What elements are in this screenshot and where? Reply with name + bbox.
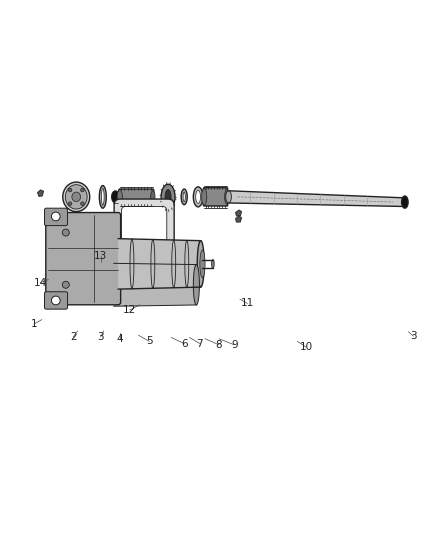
Ellipse shape — [65, 184, 87, 209]
Circle shape — [68, 188, 72, 192]
Ellipse shape — [183, 192, 185, 201]
Polygon shape — [229, 191, 402, 206]
Ellipse shape — [161, 184, 175, 209]
Polygon shape — [236, 210, 242, 216]
FancyBboxPatch shape — [45, 292, 67, 309]
Circle shape — [81, 202, 84, 205]
Circle shape — [51, 296, 60, 305]
Circle shape — [51, 212, 60, 221]
Ellipse shape — [226, 191, 231, 203]
Text: 13: 13 — [94, 251, 107, 261]
Polygon shape — [38, 190, 44, 197]
Ellipse shape — [200, 250, 205, 278]
Circle shape — [81, 188, 84, 192]
Ellipse shape — [196, 190, 201, 204]
Ellipse shape — [165, 189, 171, 204]
Text: 12: 12 — [123, 305, 136, 315]
Text: 3: 3 — [410, 331, 417, 341]
Ellipse shape — [112, 191, 119, 203]
FancyBboxPatch shape — [46, 213, 120, 305]
Text: 2: 2 — [70, 332, 77, 342]
Ellipse shape — [201, 189, 207, 205]
Ellipse shape — [197, 241, 204, 287]
Text: 3: 3 — [97, 332, 104, 342]
FancyBboxPatch shape — [114, 199, 174, 266]
Text: 9: 9 — [231, 340, 237, 350]
Ellipse shape — [102, 189, 104, 205]
Ellipse shape — [193, 187, 203, 207]
Text: 10: 10 — [300, 342, 313, 352]
Text: 4: 4 — [117, 334, 123, 344]
FancyBboxPatch shape — [119, 189, 154, 205]
Ellipse shape — [99, 185, 106, 208]
Circle shape — [62, 281, 69, 288]
Text: 7: 7 — [197, 338, 203, 349]
Ellipse shape — [181, 189, 187, 205]
Ellipse shape — [151, 191, 155, 203]
Ellipse shape — [63, 182, 90, 212]
Text: 6: 6 — [181, 338, 187, 349]
Ellipse shape — [72, 192, 81, 201]
FancyBboxPatch shape — [45, 208, 67, 225]
Polygon shape — [48, 275, 54, 282]
Ellipse shape — [212, 260, 214, 268]
Text: 1: 1 — [31, 319, 37, 329]
FancyBboxPatch shape — [121, 206, 167, 259]
Ellipse shape — [117, 190, 122, 204]
Polygon shape — [118, 239, 201, 289]
FancyBboxPatch shape — [203, 188, 228, 206]
Ellipse shape — [402, 196, 408, 208]
Text: 11: 11 — [240, 298, 254, 309]
Ellipse shape — [225, 189, 229, 204]
Ellipse shape — [193, 264, 199, 305]
Text: 14: 14 — [34, 278, 47, 288]
Text: 8: 8 — [215, 340, 223, 350]
Circle shape — [62, 229, 69, 236]
Polygon shape — [114, 263, 196, 306]
Text: 5: 5 — [146, 336, 153, 346]
Circle shape — [68, 202, 72, 205]
Polygon shape — [236, 216, 242, 222]
